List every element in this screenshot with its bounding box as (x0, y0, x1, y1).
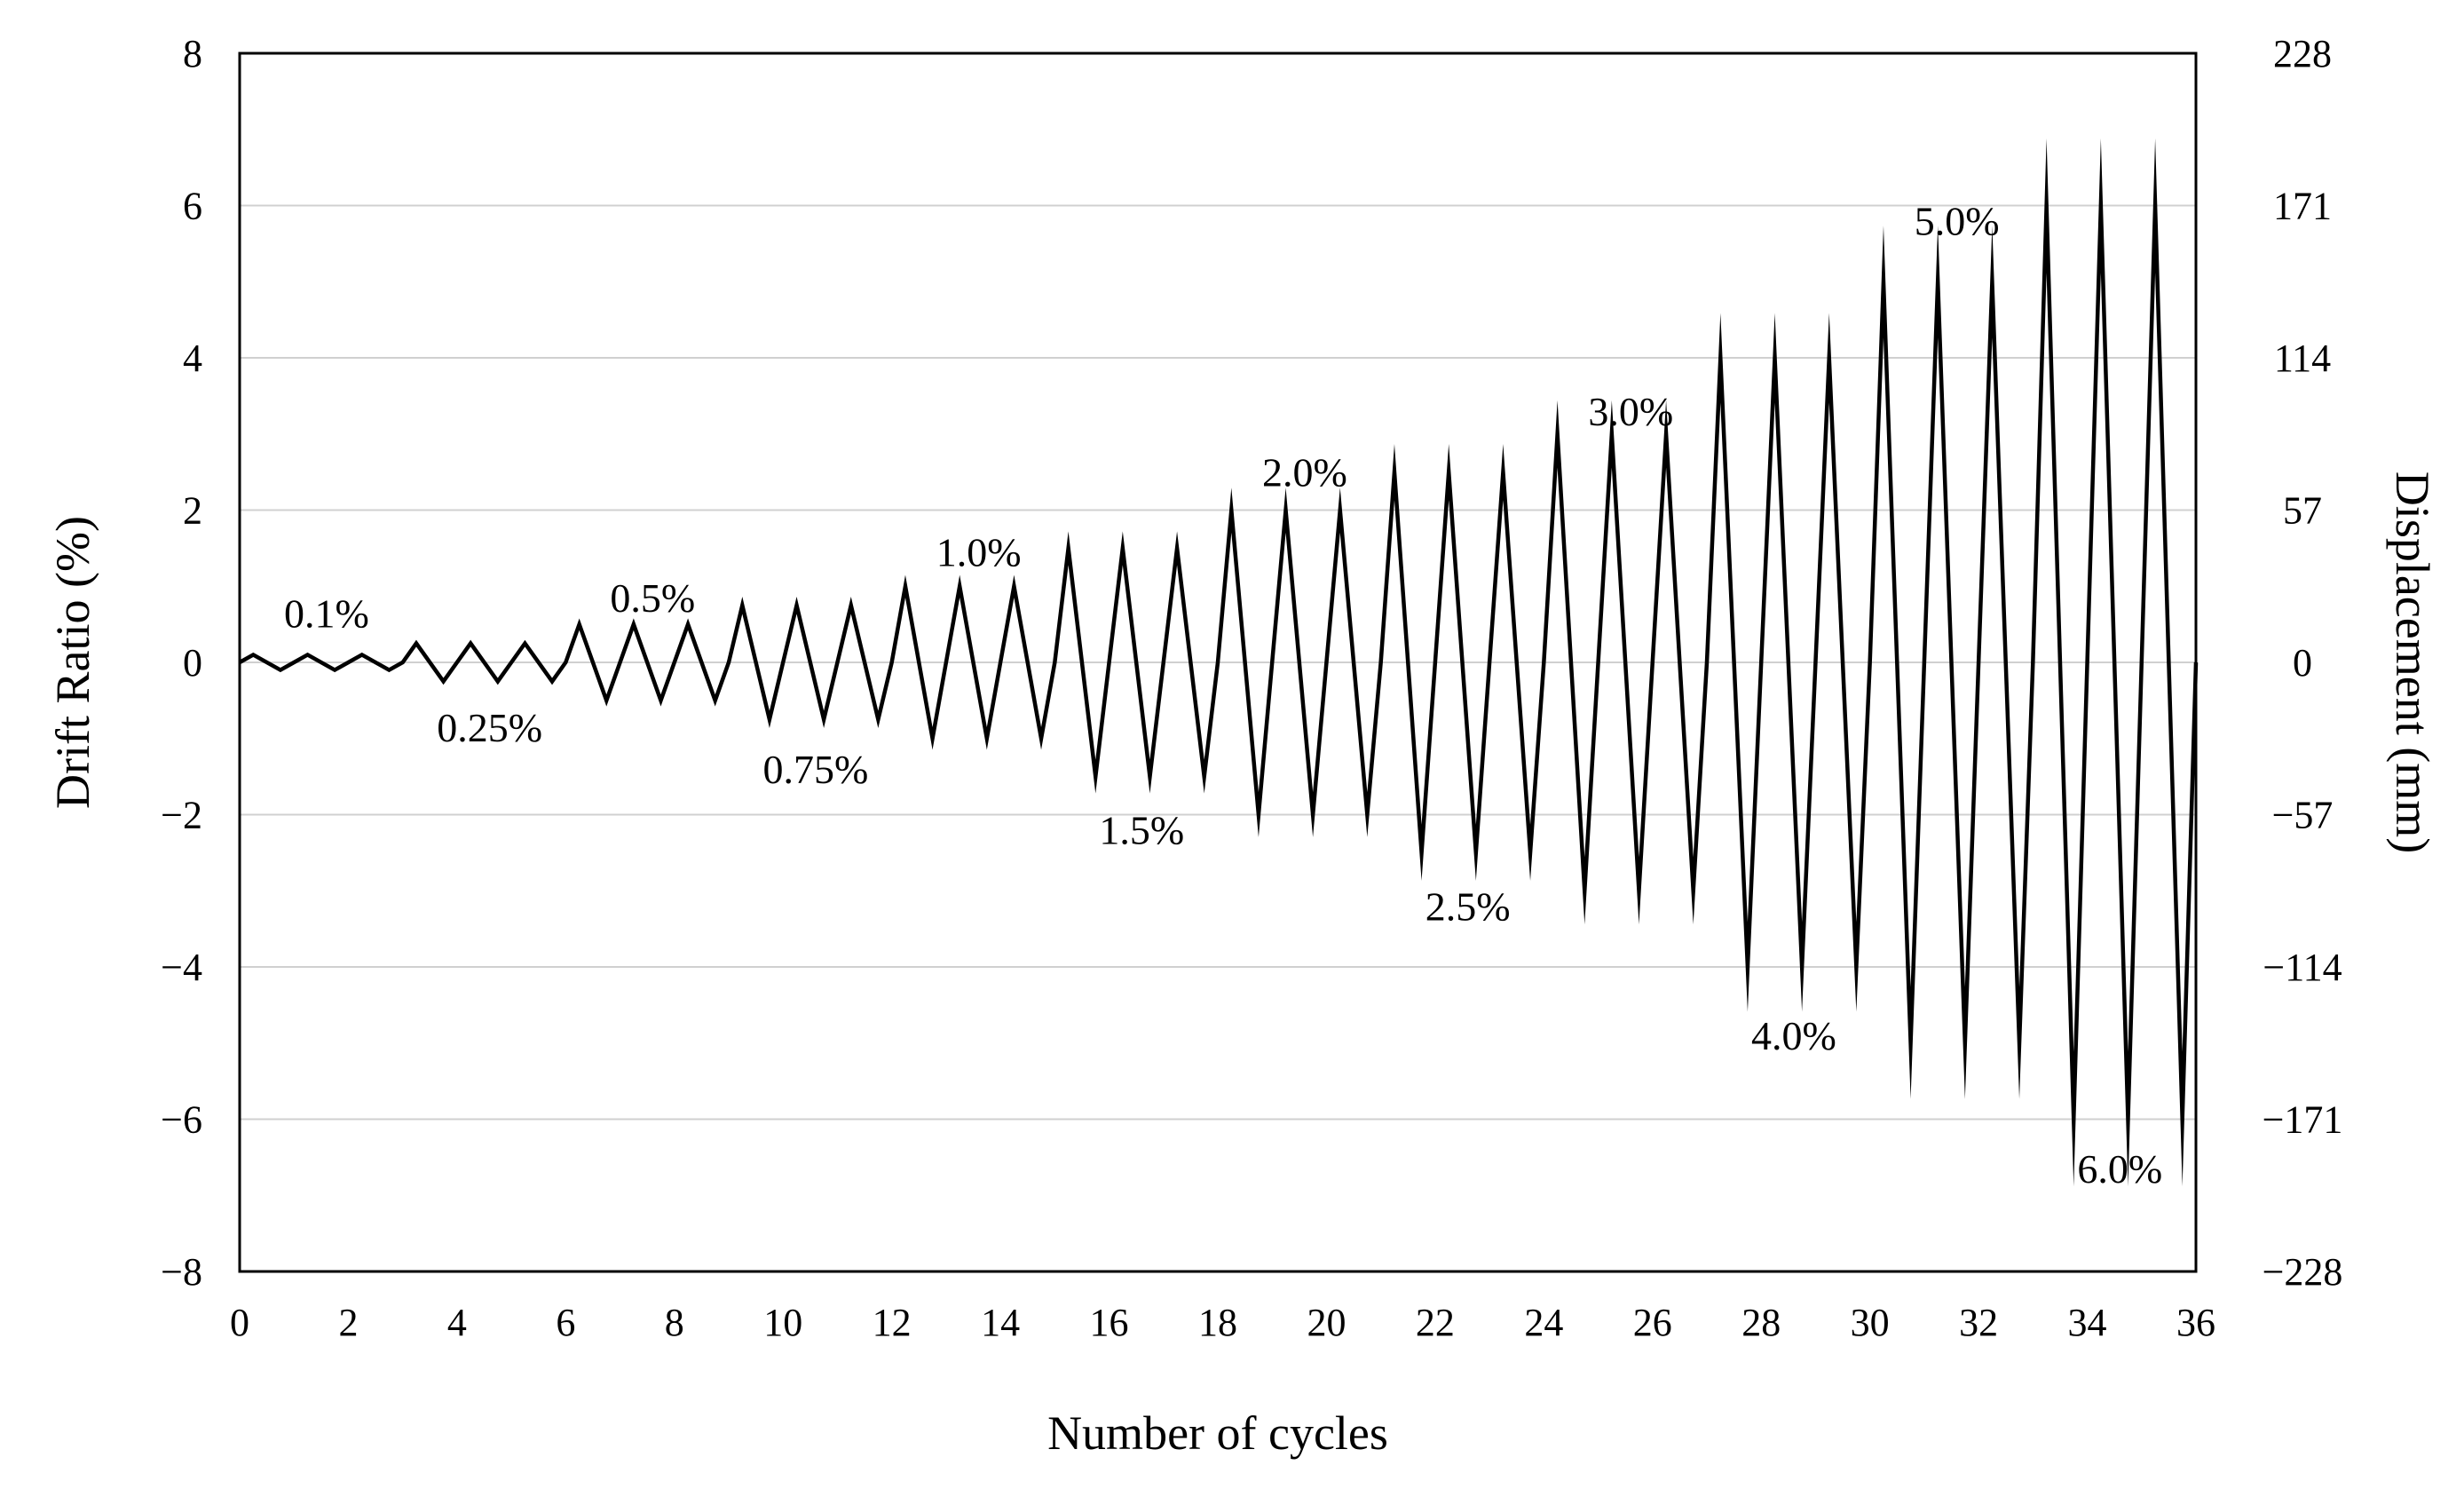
x-tick-label: 28 (1741, 1301, 1781, 1344)
x-tick-label: 26 (1633, 1301, 1672, 1344)
x-axis-ticks: 0 2 4 6 8 10 12 14 16 18 20 22 24 26 28 30 32 34 36 (230, 1301, 2215, 1344)
y-tick-label: −6 (161, 1098, 202, 1142)
y2-tick-label: −228 (2263, 1250, 2343, 1294)
amplitude-label: 6.0% (2077, 1146, 2162, 1192)
x-tick-label: 6 (556, 1301, 575, 1344)
y2-axis-title: Displacement (mm) (2386, 471, 2439, 853)
y-tick-label: 6 (183, 185, 202, 228)
y-tick-label: 4 (183, 337, 202, 380)
y2-tick-label: 228 (2273, 32, 2332, 75)
x-tick-label: 32 (1959, 1301, 1998, 1344)
x-tick-label: 12 (873, 1301, 912, 1344)
y-tick-label: −2 (161, 794, 202, 837)
y-axis-title: Drift Ratio (%) (46, 516, 99, 809)
x-tick-label: 18 (1198, 1301, 1237, 1344)
x-tick-label: 8 (665, 1301, 684, 1344)
amplitude-label: 1.5% (1099, 808, 1184, 853)
amplitude-label: 3.0% (1588, 389, 1673, 434)
y2-tick-label: 57 (2283, 489, 2322, 533)
x-tick-label: 10 (763, 1301, 802, 1344)
amplitude-label: 2.0% (1262, 450, 1347, 495)
x-tick-label: 22 (1416, 1301, 1455, 1344)
y2-tick-label: −57 (2272, 794, 2334, 837)
amplitude-label: 0.25% (437, 705, 542, 750)
y2-tick-label: −171 (2263, 1098, 2343, 1142)
amplitude-label: 0.75% (763, 747, 869, 792)
y-tick-label: −4 (161, 946, 202, 989)
y-axis-ticks: 8 6 4 2 0 −2 −4 −6 −8 (161, 32, 202, 1294)
y2-axis-ticks: 228 171 114 57 0 −57 −114 −171 −228 (2263, 32, 2343, 1294)
amplitude-label: 2.5% (1425, 883, 1511, 929)
amplitude-label: 0.1% (284, 590, 369, 636)
y2-tick-label: 0 (2293, 641, 2312, 685)
x-axis-title: Number of cycles (1047, 1406, 1388, 1460)
amplitude-label: 4.0% (1751, 1013, 1836, 1058)
x-tick-label: 14 (981, 1301, 1020, 1344)
y-tick-label: 0 (183, 641, 202, 685)
x-tick-label: 4 (447, 1301, 467, 1344)
amplitude-label: 1.0% (936, 530, 1022, 575)
amplitude-labels: 0.1% 0.25% 0.5% 0.75% 1.0% 1.5% 2.0% 2.5% 3.0% 4.… (284, 199, 2162, 1192)
series-layer (238, 138, 2199, 1187)
drift-ratio-series-line (238, 138, 2199, 1187)
y2-tick-label: 114 (2274, 337, 2331, 380)
y-tick-label: 8 (183, 32, 202, 75)
amplitude-label: 5.0% (1915, 199, 2000, 244)
x-tick-label: 34 (2068, 1301, 2107, 1344)
x-tick-label: 36 (2176, 1301, 2215, 1344)
x-tick-label: 2 (338, 1301, 358, 1344)
x-tick-label: 30 (1851, 1301, 1890, 1344)
x-tick-label: 16 (1090, 1301, 1129, 1344)
y-tick-label: 2 (183, 489, 202, 533)
x-tick-label: 0 (230, 1301, 249, 1344)
y2-tick-label: 171 (2273, 185, 2332, 228)
x-tick-label: 20 (1307, 1301, 1346, 1344)
amplitude-label: 0.5% (610, 575, 695, 621)
x-tick-label: 24 (1524, 1301, 1563, 1344)
y2-tick-label: −114 (2263, 946, 2342, 989)
y-tick-label: −8 (161, 1250, 202, 1294)
